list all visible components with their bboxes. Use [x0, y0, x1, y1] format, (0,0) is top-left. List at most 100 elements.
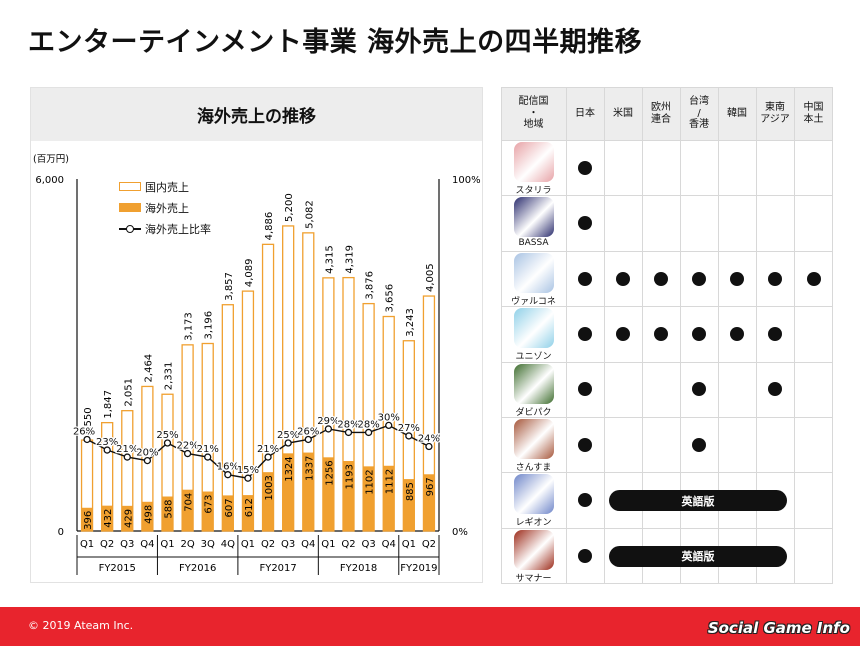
- ratio-point: [83, 435, 91, 444]
- total-label: 1,550: [83, 407, 94, 436]
- ratio-point: [364, 428, 373, 437]
- availability-dot: [692, 271, 706, 286]
- table-row-line: [501, 140, 833, 141]
- ratio-point: [425, 442, 433, 451]
- table-column-line: [604, 87, 605, 583]
- bar-overseas: [403, 479, 415, 531]
- ratio-label: 25%: [277, 430, 299, 441]
- app-icon: [513, 142, 554, 182]
- app-cell: ダビパク: [501, 363, 566, 418]
- x-tick-label: Q1: [402, 539, 416, 550]
- ratio-label: 24%: [418, 434, 440, 445]
- table-header-country: 台湾 / 香港: [689, 96, 709, 131]
- brand-logo: Social Game Info: [707, 619, 850, 637]
- total-label: 3,876: [365, 271, 376, 300]
- availability-dot: [616, 326, 630, 341]
- total-label: 3,243: [405, 308, 416, 337]
- app-cell: サマナー: [501, 529, 566, 584]
- ratio-label: 27%: [398, 423, 420, 434]
- app-icon: [513, 529, 554, 570]
- table-header: [501, 87, 833, 140]
- app-name: さんすま: [515, 463, 552, 473]
- total-label: 4,089: [244, 258, 255, 287]
- availability-dot: [578, 493, 592, 508]
- ratio-label: 28%: [337, 419, 359, 430]
- total-label: 5,082: [304, 200, 315, 229]
- ratio-label: 28%: [357, 419, 379, 430]
- app-cell: レギオン: [501, 474, 566, 528]
- ratio-label: 23%: [96, 437, 118, 448]
- chart-panel: 海外売上の推移 (百万円) 6,000 0 100% 0% 1,550 396 Q1 1,847…: [30, 87, 483, 583]
- table-row-line: [501, 527, 833, 529]
- app-cell: ユニゾン: [501, 308, 566, 362]
- total-label: 3,656: [385, 284, 396, 313]
- app-name: BASSA: [518, 238, 549, 249]
- total-label: 2,051: [123, 378, 134, 407]
- y-tick-label: 6,000: [35, 175, 64, 186]
- app-name: サマナー: [515, 573, 552, 584]
- app-name: レギオン: [515, 518, 552, 529]
- ratio-label: 20%: [136, 448, 158, 459]
- x-tick-label: Q3: [281, 539, 295, 550]
- app-icon: [513, 419, 554, 459]
- bar-overseas: [262, 472, 274, 531]
- app-name: スタリラ: [515, 186, 552, 196]
- overseas-label: 673: [204, 495, 215, 514]
- availability-dot: [654, 326, 668, 341]
- table-row-line: [501, 361, 833, 363]
- ratio-point: [103, 446, 111, 454]
- overseas-label: 396: [83, 511, 94, 530]
- ratio-label: 30%: [378, 412, 400, 423]
- ratio-point: [344, 428, 353, 437]
- table-header-country: 欧州 連合: [651, 102, 671, 125]
- ratio-point: [143, 456, 152, 465]
- slide-title: エンターテインメント事業 海外売上の四半期推移: [28, 27, 643, 58]
- overseas-label: 1102: [365, 469, 376, 494]
- ratio-label: 21%: [116, 444, 138, 455]
- availability-dot: [730, 326, 744, 341]
- x-tick-label: 4Q: [221, 539, 235, 550]
- overseas-label: 1112: [385, 469, 396, 494]
- availability-dot: [730, 271, 744, 286]
- overseas-label: 967: [425, 477, 436, 496]
- availability-dot: [578, 160, 592, 175]
- overseas-label: 498: [143, 505, 154, 524]
- table-header-region: 配信国 ・ 地域: [518, 96, 549, 131]
- overseas-label: 432: [103, 509, 114, 528]
- overseas-label: 1003: [264, 475, 275, 500]
- table-header-country: 中国 本土: [803, 102, 824, 125]
- ratio-label: 29%: [317, 416, 339, 427]
- bar-overseas: [121, 505, 133, 531]
- y2-tick-label: 100%: [452, 175, 481, 186]
- table-row-line: [501, 195, 833, 197]
- app-icon: [513, 363, 554, 404]
- legend-item-overseas: 海外売上: [119, 197, 211, 218]
- x-tick-label: Q1: [241, 539, 255, 550]
- table-column-line: [642, 87, 643, 583]
- availability-dot: [578, 382, 592, 397]
- app-icon: [513, 197, 554, 238]
- table-column-line: [756, 87, 757, 583]
- bar-overseas: [202, 491, 214, 531]
- table-row-line: [501, 472, 833, 474]
- overseas-label: 1324: [284, 456, 295, 481]
- bar-overseas: [383, 465, 395, 531]
- table-column-line: [680, 87, 681, 583]
- total-label: 4,315: [324, 245, 335, 274]
- availability-dot: [806, 271, 821, 286]
- bar-overseas: [363, 466, 375, 531]
- availability-dot: [578, 271, 592, 286]
- app-name: ヴァルコネ: [511, 296, 556, 307]
- ratio-point: [405, 432, 413, 440]
- fiscal-year-label: FY2019: [400, 563, 437, 574]
- total-label: 4,005: [425, 263, 436, 292]
- y-axis-unit: (百万円): [33, 154, 69, 165]
- footer: © 2019 Ateam Inc. Social Game Info: [0, 607, 860, 646]
- table-row-line: [501, 417, 833, 418]
- ratio-label: 26%: [73, 426, 95, 437]
- availability-dot: [578, 216, 592, 231]
- bar-overseas: [81, 507, 93, 531]
- overseas-label: 885: [405, 482, 416, 501]
- ratio-label: 16%: [217, 462, 239, 473]
- availability-dot: [768, 382, 782, 397]
